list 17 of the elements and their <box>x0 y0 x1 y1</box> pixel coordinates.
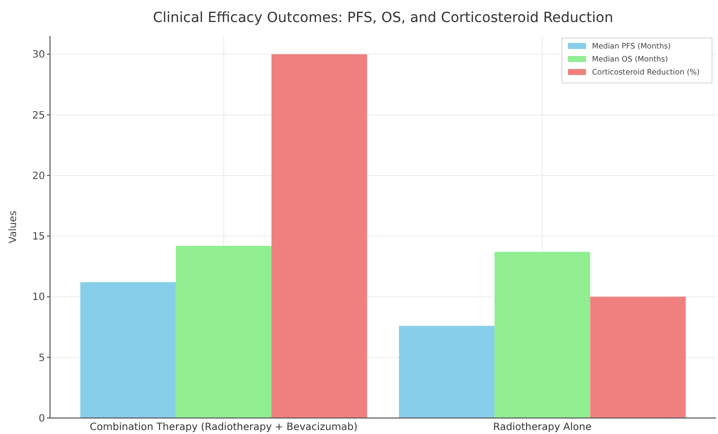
bar <box>80 282 176 418</box>
y-tick-label: 20 <box>32 170 45 182</box>
bar <box>271 54 368 418</box>
chart-title: Clinical Efficacy Outcomes: PFS, OS, and Corticosteroid Reduction <box>152 10 614 26</box>
bar <box>398 326 495 418</box>
bar <box>494 252 590 418</box>
y-tick-label: 15 <box>32 232 45 243</box>
bar <box>590 296 686 418</box>
y-tick-label: 30 <box>32 50 45 61</box>
y-tick-label: 25 <box>32 110 45 122</box>
y-axis-title: Values <box>8 210 19 244</box>
y-tick-label: 5 <box>38 352 45 364</box>
bar <box>176 246 272 418</box>
y-tick-label: 0 <box>38 414 45 424</box>
x-tick-label: Radiotherapy Alone <box>493 422 592 433</box>
x-tick-label: Combination Therapy (Radiotherapy + Bevacizumab) <box>90 422 358 433</box>
y-tick-label: 10 <box>32 292 45 304</box>
